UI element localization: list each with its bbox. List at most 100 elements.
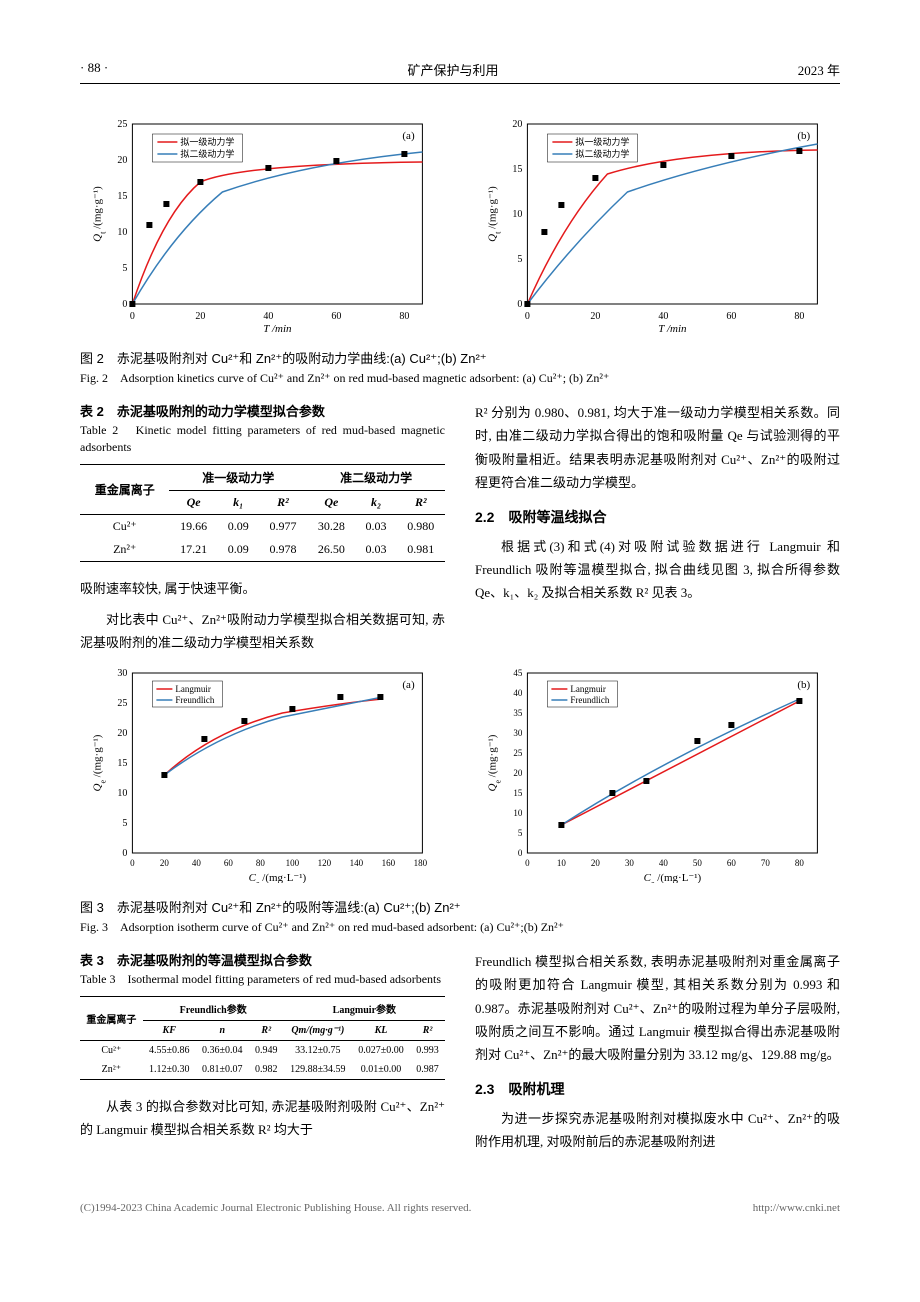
- t2c1: Qe: [187, 495, 201, 509]
- page-footer: (C)1994-2023 China Academic Journal Elec…: [80, 1202, 840, 1214]
- svg-text:60: 60: [727, 311, 737, 322]
- svg-text:5: 5: [122, 818, 127, 829]
- svg-text:Ce /(mg·L⁻¹): Ce /(mg·L⁻¹): [249, 872, 307, 883]
- t3r1c0: Zn²⁺: [80, 1060, 143, 1080]
- t2r1c5: 0.03: [356, 538, 397, 562]
- fig3-caption-en: Fig. 3 Adsorption isotherm curve of Cu²⁺…: [80, 918, 840, 935]
- svg-text:80: 80: [795, 311, 805, 322]
- svg-text:20: 20: [195, 311, 205, 322]
- svg-text:5: 5: [518, 254, 523, 265]
- t2r1c2: 0.09: [218, 538, 259, 562]
- svg-text:(b): (b): [798, 679, 811, 691]
- t2r0c6: 0.980: [397, 514, 445, 538]
- t2c4: Qe: [324, 495, 338, 509]
- t2r0c0: Cu²⁺: [80, 514, 169, 538]
- svg-text:40: 40: [263, 311, 273, 322]
- t2r0c3: 0.977: [259, 514, 307, 538]
- text-r2: 根据式(3)和式(4)对吸附试验数据进行 Langmuir 和 Freundli…: [475, 535, 840, 605]
- t3c6: R²: [423, 1025, 433, 1036]
- text-br1: Freundlich 模型拟合相关系数, 表明赤泥基吸附剂对重金属离子的吸附更加…: [475, 950, 840, 1067]
- table3: 重金属离子Freundlich参数Langmuir参数 KFnR²Qm/(mg·…: [80, 996, 445, 1080]
- t3r0c4: 33.12±0.75: [284, 1040, 352, 1060]
- svg-text:30: 30: [625, 858, 635, 868]
- svg-text:Qt /(mg·g⁻¹): Qt /(mg·g⁻¹): [91, 186, 107, 242]
- svg-text:10: 10: [117, 227, 127, 238]
- t2c3: R²: [277, 495, 289, 509]
- t3hg1: Freundlich参数: [143, 996, 284, 1020]
- t3r1c3: 0.982: [249, 1060, 284, 1080]
- svg-text:40: 40: [659, 311, 669, 322]
- t2r1c3: 0.978: [259, 538, 307, 562]
- svg-text:120: 120: [318, 858, 332, 868]
- footer-url: http://www.cnki.net: [753, 1202, 840, 1214]
- t3r0c2: 0.36±0.04: [196, 1040, 249, 1060]
- svg-text:0: 0: [130, 858, 135, 868]
- svg-text:Freundlich: Freundlich: [571, 695, 610, 705]
- svg-text:Ce /(mg·L⁻¹): Ce /(mg·L⁻¹): [644, 872, 702, 883]
- t3r0c6: 0.993: [410, 1040, 445, 1060]
- svg-text:80: 80: [256, 858, 266, 868]
- svg-text:20: 20: [160, 858, 170, 868]
- svg-text:20: 20: [591, 311, 601, 322]
- svg-text:20: 20: [117, 728, 127, 739]
- table2-title-en: Table 2 Kinetic model fitting parameters…: [80, 422, 445, 456]
- text-l2: 对比表中 Cu²⁺、Zn²⁺吸附动力学模型拟合相关数据可知, 赤泥基吸附剂的准二…: [80, 608, 445, 655]
- svg-text:80: 80: [399, 311, 409, 322]
- fig3-caption-cn: 图 3 赤泥基吸附剂对 Cu²⁺和 Zn²⁺的吸附等温线:(a) Cu²⁺;(b…: [80, 897, 840, 916]
- t3c5: KL: [375, 1025, 388, 1036]
- svg-text:拟一级动力学: 拟一级动力学: [180, 136, 234, 147]
- svg-text:15: 15: [513, 164, 523, 175]
- left-column: 表 2 赤泥基吸附剂的动力学模型拟合参数 Table 2 Kinetic mod…: [80, 401, 445, 663]
- svg-text:25: 25: [117, 119, 127, 130]
- svg-text:180: 180: [414, 858, 428, 868]
- page-header: · 88 · 矿产保护与利用 2023 年: [80, 60, 840, 84]
- svg-text:160: 160: [382, 858, 396, 868]
- svg-text:Qe /(mg·g⁻¹): Qe /(mg·g⁻¹): [91, 734, 107, 791]
- table2-hg2: 准二级动力学: [307, 464, 445, 490]
- svg-text:拟一级动力学: 拟一级动力学: [576, 136, 630, 147]
- fig3-chart-b: Langmuir Freundlich (b) 0102030405060708…: [475, 663, 840, 887]
- svg-text:拟二级动力学: 拟二级动力学: [576, 148, 630, 159]
- t2r1c0: Zn²⁺: [80, 538, 169, 562]
- table2-hg1: 准一级动力学: [169, 464, 307, 490]
- right-column: R² 分别为 0.980、0.981, 均大于准一级动力学模型相关系数。同时, …: [475, 401, 840, 663]
- table2: 重金属离子准一级动力学准二级动力学 Qek₁R²Qek₂R² Cu²⁺19.66…: [80, 464, 445, 562]
- svg-text:45: 45: [514, 668, 524, 678]
- svg-text:60: 60: [727, 858, 737, 868]
- svg-text:60: 60: [331, 311, 341, 322]
- journal-name: 矿产保护与利用: [407, 60, 498, 79]
- fig2-caption-en: Fig. 2 Adsorption kinetics curve of Cu²⁺…: [80, 369, 840, 386]
- svg-text:10: 10: [514, 808, 524, 818]
- t2r0c2: 0.09: [218, 514, 259, 538]
- text-r1: R² 分别为 0.980、0.981, 均大于准一级动力学模型相关系数。同时, …: [475, 401, 840, 495]
- svg-text:Qe /(mg·g⁻¹): Qe /(mg·g⁻¹): [487, 734, 503, 791]
- t3c2: n: [220, 1025, 226, 1036]
- svg-text:5: 5: [122, 263, 127, 274]
- svg-text:Freundlich: Freundlich: [175, 695, 214, 705]
- svg-text:0: 0: [518, 848, 523, 858]
- t3r1c4: 129.88±34.59: [284, 1060, 352, 1080]
- svg-text:T /min: T /min: [263, 323, 292, 334]
- t3r1c2: 0.81±0.07: [196, 1060, 249, 1080]
- svg-text:10: 10: [117, 788, 127, 799]
- svg-text:5: 5: [518, 828, 523, 838]
- table2-h0: 重金属离子: [80, 464, 169, 514]
- t2c5: k₂: [371, 495, 381, 509]
- footer-copyright: (C)1994-2023 China Academic Journal Elec…: [80, 1202, 471, 1214]
- svg-text:Langmuir: Langmuir: [175, 684, 211, 694]
- svg-text:拟二级动力学: 拟二级动力学: [180, 148, 234, 159]
- svg-text:Qt /(mg·g⁻¹): Qt /(mg·g⁻¹): [487, 186, 503, 242]
- table3-title-cn: 表 3 赤泥基吸附剂的等温模型拟合参数: [80, 950, 445, 969]
- svg-text:40: 40: [659, 858, 669, 868]
- fig2-chart-b: 拟一级动力学 拟二级动力学 (b) 020406080 T /min 05101…: [475, 114, 840, 338]
- t3c4: Qm/(mg·g⁻¹): [291, 1025, 344, 1036]
- fig3-charts: Langmuir Freundlich (a) 0204060801001201…: [80, 663, 840, 887]
- svg-text:0: 0: [130, 311, 135, 322]
- t3r0c5: 0.027±0.00: [352, 1040, 410, 1060]
- t3r1c5: 0.01±0.00: [352, 1060, 410, 1080]
- svg-text:20: 20: [591, 858, 601, 868]
- t3r1c1: 1.12±0.30: [143, 1060, 196, 1080]
- svg-text:0: 0: [518, 299, 523, 310]
- bottom-left-col: 表 3 赤泥基吸附剂的等温模型拟合参数 Table 3 Isothermal m…: [80, 950, 445, 1162]
- svg-text:40: 40: [192, 858, 202, 868]
